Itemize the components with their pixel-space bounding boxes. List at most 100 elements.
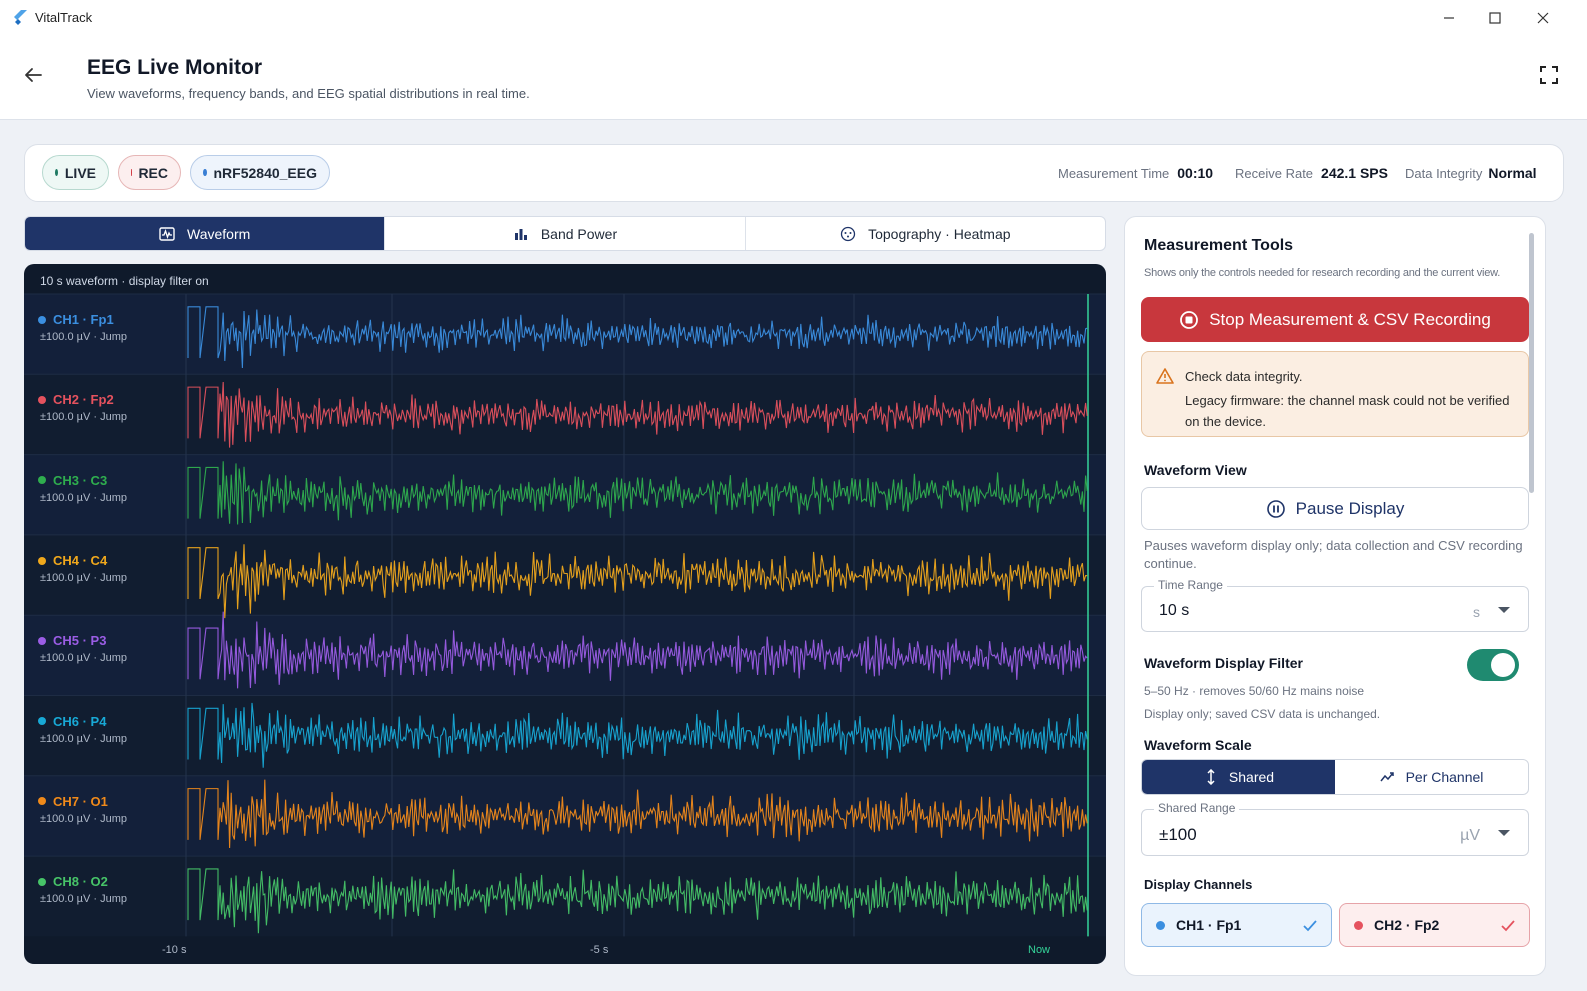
channel-label: CH8 · O2 ±100.0 µV · Jump [38, 874, 127, 905]
channel-row-bg [24, 695, 1106, 776]
warning-title: Check data integrity. [1185, 369, 1303, 384]
pause-circle-icon [1266, 499, 1285, 518]
channel-scale: ±100.0 µV · Jump [40, 411, 127, 424]
channel-scale: ±100.0 µV · Jump [40, 732, 127, 745]
channel-label: CH6 · P4 ±100.0 µV · Jump [38, 714, 127, 745]
window-titlebar: VitalTrack [0, 0, 1587, 36]
integrity-warning: Check data integrity. Legacy firmware: t… [1141, 351, 1529, 437]
channel-chip-label: CH1 · Fp1 [1176, 917, 1242, 933]
channel-name: CH5 · P3 [38, 633, 127, 648]
shared-range-select[interactable]: Shared Range ±100 µV [1141, 801, 1529, 856]
channel-label: CH2 · Fp2 ±100.0 µV · Jump [38, 392, 127, 423]
channel-name: CH3 · C3 [38, 473, 127, 488]
scale-shared-label: Shared [1228, 769, 1275, 785]
fullscreen-button[interactable] [1540, 66, 1562, 88]
channel-label: CH5 · P3 ±100.0 µV · Jump [38, 633, 127, 664]
measurement-time: Measurement Time 00:10 [1058, 165, 1214, 181]
scale-per-channel-label: Per Channel [1405, 769, 1484, 785]
channel-scale: ±100.0 µV · Jump [40, 893, 127, 906]
channel-name: CH2 · Fp2 [38, 392, 127, 407]
x-axis-start-label: -10 s [162, 944, 187, 956]
channel-label: CH3 · C3 ±100.0 µV · Jump [38, 473, 127, 504]
toggle-knob [1491, 653, 1515, 677]
bar-chart-icon [514, 228, 527, 240]
x-axis-now-label: Now [1028, 944, 1051, 956]
channel-scale: ±100.0 µV · Jump [40, 491, 127, 504]
channel-name: CH1 · Fp1 [38, 312, 127, 327]
status-bar: LIVE REC nRF52840_EEG Measurement Time 00… [24, 144, 1564, 202]
close-button[interactable] [1520, 0, 1566, 36]
tools-title: Measurement Tools [1144, 237, 1294, 254]
minimize-button[interactable] [1426, 0, 1472, 36]
channel-waveform-line [187, 544, 1088, 619]
channel-chip-label: CH2 · Fp2 [1374, 917, 1440, 933]
tab-band-power[interactable]: Band Power [385, 217, 746, 250]
maximize-button[interactable] [1472, 0, 1518, 36]
device-badge: nRF52840_EEG [190, 155, 330, 190]
shared-range-value: ±100 [1159, 825, 1197, 844]
warning-text: Legacy firmware: the channel mask could … [1185, 393, 1510, 429]
time-range-value: 10 s [1159, 602, 1190, 619]
warning-icon [1156, 368, 1174, 384]
view-tabs: Waveform Band Power Topography · Heatmap [24, 216, 1106, 251]
receive-rate: Receive Rate 242.1 SPS [1235, 165, 1388, 181]
back-button[interactable] [20, 62, 46, 88]
app-logo-icon [14, 10, 27, 25]
channel-dot-icon [38, 395, 46, 404]
check-icon [1303, 920, 1317, 932]
channel-waveform-line [187, 702, 1088, 768]
arrow-left-icon [25, 68, 42, 82]
channel-waveform-line [187, 461, 1088, 525]
waveform-plot [24, 293, 1106, 937]
channel-dot-icon [38, 636, 46, 645]
time-range-select[interactable]: Time Range 10 s s [1141, 578, 1529, 632]
filter-description: 5–50 Hz · removes 50/60 Hz mains noise [1144, 684, 1365, 698]
live-badge: LIVE [42, 155, 109, 190]
tab-label: Band Power [540, 225, 618, 242]
channel-dot-icon [38, 797, 46, 806]
waveform-view-title: Waveform View [1144, 462, 1247, 478]
stop-measurement-button[interactable]: Stop Measurement & CSV Recording [1141, 297, 1529, 342]
chevron-down-icon [1498, 830, 1510, 836]
rec-label: REC [138, 164, 168, 181]
pause-display-label: Pause Display [1295, 498, 1405, 518]
shared-range-unit: µV [1460, 827, 1480, 844]
channel-name: CH8 · O2 [38, 874, 127, 889]
rec-badge: REC [118, 155, 181, 190]
scale-shared-option[interactable]: Shared [1142, 760, 1335, 794]
stop-measurement-label: Stop Measurement & CSV Recording [1209, 309, 1491, 329]
scale-per-channel-option[interactable]: Per Channel [1335, 760, 1528, 794]
channel-label: CH1 · Fp1 ±100.0 µV · Jump [38, 312, 127, 343]
channel-dot-icon [1156, 920, 1165, 930]
vertical-arrows-icon [1207, 769, 1215, 785]
minimize-icon [1444, 17, 1454, 19]
page-subtitle: View waveforms, frequency bands, and EEG… [87, 86, 530, 101]
tab-label: Waveform [187, 225, 251, 242]
pause-display-button[interactable]: Pause Display [1141, 487, 1529, 530]
channel-scale: ±100.0 µV · Jump [40, 572, 127, 585]
channel-name: CH6 · P4 [38, 714, 127, 729]
tools-subtitle: Shows only the controls needed for resea… [1144, 267, 1501, 279]
channel-name: CH7 · O1 [38, 794, 127, 809]
tools-scrollbar[interactable] [1529, 233, 1534, 493]
channel-label: CH7 · O1 ±100.0 µV · Jump [38, 794, 127, 825]
device-dot-icon [203, 169, 207, 176]
tab-topography[interactable]: Topography · Heatmap [746, 217, 1105, 250]
channel-row-bg [24, 294, 1106, 375]
channel-scale: ±100.0 µV · Jump [40, 652, 127, 665]
time-range-label: Time Range [1154, 578, 1227, 592]
waveform-scale-toggle: Shared Per Channel [1141, 759, 1529, 795]
waveform-panel: 10 s waveform · display filter on CH1 · … [24, 264, 1106, 964]
device-label: nRF52840_EEG [213, 164, 318, 181]
filter-toggle[interactable] [1467, 649, 1519, 681]
tab-waveform[interactable]: Waveform [25, 217, 386, 250]
trend-icon [1379, 772, 1394, 782]
filter-title: Waveform Display Filter [1144, 655, 1303, 671]
channel-dot-icon [38, 476, 46, 485]
pause-hint: Pauses waveform display only; data colle… [1144, 538, 1523, 571]
channel-chip-ch2[interactable]: CH2 · Fp2 [1339, 903, 1530, 947]
waveform-caption: 10 s waveform · display filter on [40, 274, 209, 288]
channel-chip-ch1[interactable]: CH1 · Fp1 [1141, 903, 1332, 947]
data-integrity: Data Integrity Normal [1405, 165, 1537, 181]
topography-icon [840, 226, 856, 241]
